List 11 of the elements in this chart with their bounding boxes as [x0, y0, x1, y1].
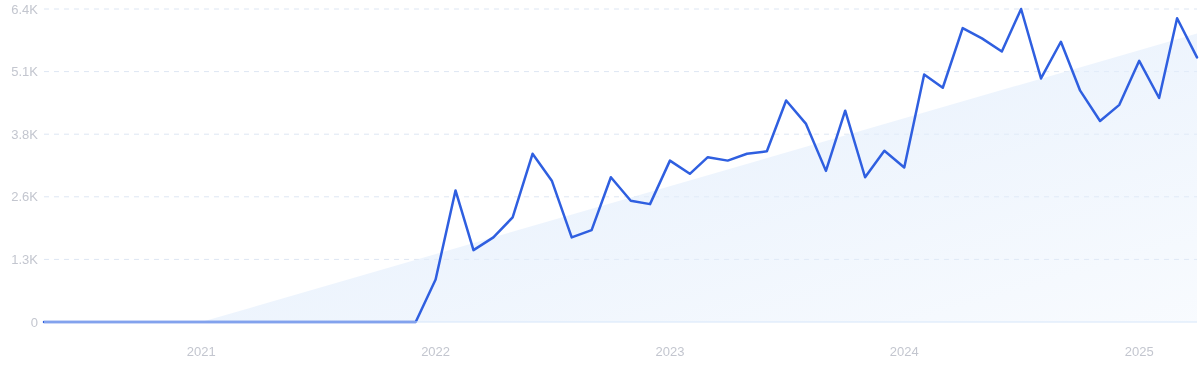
y-tick-label: 5.1K: [11, 64, 39, 80]
x-tick-label: 2021: [186, 344, 216, 359]
y-tick-label: 3.8K: [11, 126, 39, 142]
y-tick-label: 6.4K: [11, 1, 39, 17]
x-tick-label: 2023: [655, 344, 685, 359]
x-tick-label: 2025: [1124, 344, 1154, 359]
y-tick-label: 2.6K: [11, 189, 39, 205]
y-tick-label: 1.3K: [11, 251, 39, 267]
y-tick-label: 0: [30, 314, 38, 330]
x-tick-label: 2022: [421, 344, 451, 359]
x-tick-label: 2024: [889, 344, 919, 359]
